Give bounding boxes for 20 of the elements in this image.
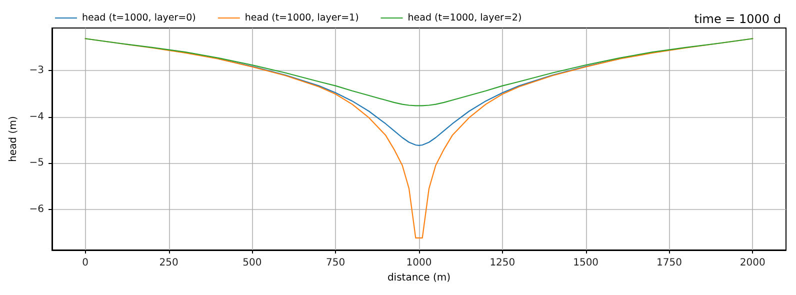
line-series [84,38,754,106]
chart-title: time = 1000 d [694,12,781,26]
y-tick-label: −6 [29,204,44,215]
x-tick-label: 1500 [573,258,599,268]
x-axis-title: distance (m) [387,272,451,284]
legend-label: head (t=1000, layer=0) [82,12,196,24]
y-axis-title: head (m) [8,116,19,162]
y-tick-label: −3 [29,65,44,76]
x-tick-label: 1250 [490,258,516,268]
x-tick-label: 0 [82,258,89,268]
legend-label: head (t=1000, layer=1) [244,12,359,24]
y-tick-label: −4 [29,111,44,122]
x-tick-label: 1750 [656,258,682,268]
x-tick-label: 500 [242,258,262,268]
x-tick-label: 1000 [406,258,432,268]
x-tick-label: 750 [326,258,346,268]
x-tick-label: 250 [159,258,178,268]
y-tick-label: −5 [29,158,44,169]
legend-label: head (t=1000, layer=2) [408,12,522,24]
x-tick-label: 2000 [740,258,766,268]
